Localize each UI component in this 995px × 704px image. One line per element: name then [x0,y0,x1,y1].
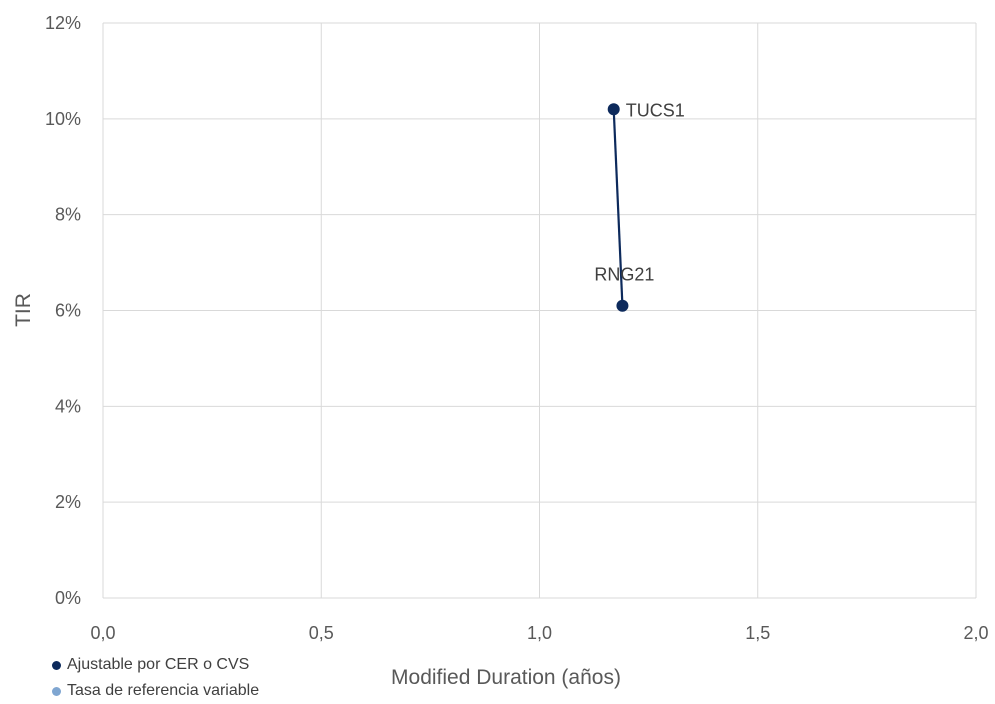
y-tick-label: 10% [45,109,81,129]
y-tick-label: 6% [55,301,81,321]
y-tick-label: 2% [55,492,81,512]
y-tick-label: 4% [55,396,81,416]
legend-marker-tasa-variable [52,687,61,696]
y-tick-label: 0% [55,588,81,608]
y-tick-label: 12% [45,13,81,33]
x-tick-label: 0,0 [90,623,115,643]
y-axis-title: TIR [12,293,35,327]
data-label-tucs1: TUCS1 [626,100,685,120]
data-label-rng21: RNG21 [594,265,654,285]
legend: Ajustable por CER o CVS Tasa de referenc… [52,652,259,704]
x-tick-label: 1,0 [527,623,552,643]
legend-label-cer-cvs: Ajustable por CER o CVS [67,656,249,674]
legend-marker-cer-cvs [52,661,61,670]
legend-label-tasa-variable: Tasa de referencia variable [67,682,259,700]
x-tick-label: 0,5 [309,623,334,643]
y-axis-ticks: 0% 2% 4% 6% 8% 10% 12% [45,13,81,608]
grid-lines [103,23,976,598]
x-tick-label: 1,5 [745,623,770,643]
series-layer: TUCS1 RNG21 [594,100,684,311]
data-point-tucs1[interactable] [608,103,620,115]
y-tick-label: 8% [55,205,81,225]
data-point-rng21[interactable] [616,300,628,312]
x-axis-ticks: 0,0 0,5 1,0 1,5 2,0 [90,623,988,643]
legend-item-tasa-variable[interactable]: Tasa de referencia variable [52,678,259,704]
x-tick-label: 2,0 [963,623,988,643]
x-axis-title: Modified Duration (años) [391,666,621,689]
legend-item-cer-cvs[interactable]: Ajustable por CER o CVS [52,652,259,678]
